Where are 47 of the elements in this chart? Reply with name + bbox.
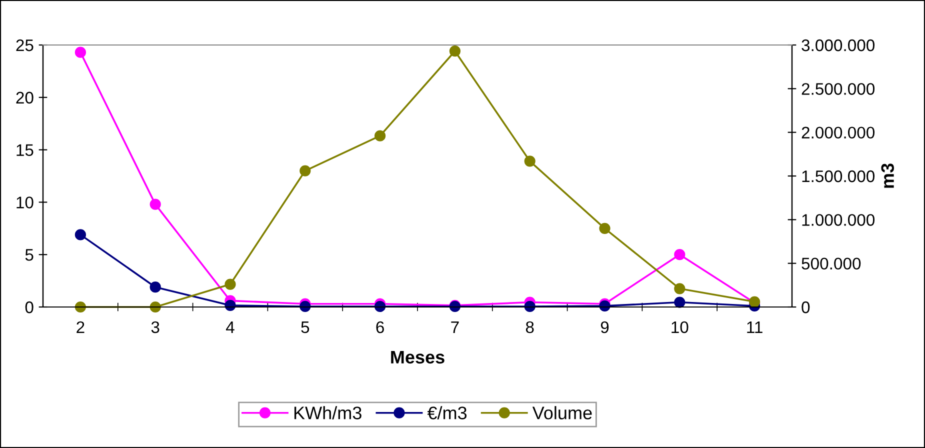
y-tick-label: 10 xyxy=(16,196,34,208)
point xyxy=(599,222,610,234)
point xyxy=(524,300,536,312)
x-tick-label: 8 xyxy=(526,321,534,334)
x-tick-label: 7 xyxy=(451,322,459,333)
point xyxy=(150,282,161,293)
point xyxy=(224,278,236,290)
point xyxy=(524,156,536,167)
x-tick-label: 2 xyxy=(76,321,84,333)
point xyxy=(374,130,386,142)
y-tick-label: 5 xyxy=(25,249,34,261)
y2-tick-label: 3.000.000 xyxy=(802,39,875,52)
y2-axis-title: m3 xyxy=(881,164,894,188)
point xyxy=(674,296,686,308)
point xyxy=(674,249,686,260)
point xyxy=(224,300,236,311)
y2-tick-label: 1.500.000 xyxy=(802,170,875,182)
point xyxy=(74,229,86,240)
legend-label: Volume xyxy=(532,406,592,420)
point xyxy=(674,283,686,294)
point xyxy=(449,46,461,57)
y2-tick-label: 2.500.000 xyxy=(802,83,875,95)
x-tick-label: 4 xyxy=(226,322,234,333)
x-tick-label: 6 xyxy=(376,321,384,334)
y2-tick-label: 500.000 xyxy=(802,258,861,270)
y-tick-label: 20 xyxy=(16,92,34,104)
x-tick-label: 10 xyxy=(672,321,688,334)
x-axis-title: Meses xyxy=(391,350,444,364)
y2-tick-label: 2.000.000 xyxy=(802,126,875,139)
y-tick-label: 15 xyxy=(16,144,34,156)
x-tick-label: 11 xyxy=(747,322,762,333)
y-tick-label: 25 xyxy=(16,39,34,52)
point xyxy=(150,198,161,210)
y2-tick-label: 1.000.000 xyxy=(802,214,875,226)
point xyxy=(300,300,311,312)
legend-label: KWh/m3 xyxy=(294,406,362,420)
point xyxy=(374,300,386,312)
x-tick-label: 3 xyxy=(151,321,160,334)
x-tick-label: 5 xyxy=(301,322,310,334)
point xyxy=(74,301,86,313)
x-tick-label: 9 xyxy=(600,321,609,334)
y2-tick-label: 0 xyxy=(802,301,810,314)
point xyxy=(300,165,311,176)
legend-label: €/m3 xyxy=(427,406,467,420)
point xyxy=(599,300,610,312)
y-tick-label: 0 xyxy=(25,301,34,314)
point xyxy=(74,46,86,58)
